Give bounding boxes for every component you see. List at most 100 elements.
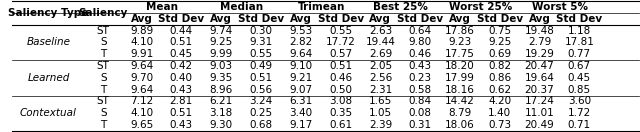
Text: 0.61: 0.61 (329, 120, 352, 130)
Text: 8.79: 8.79 (449, 108, 472, 118)
Text: 0.58: 0.58 (408, 85, 432, 95)
Text: 0.46: 0.46 (408, 49, 432, 59)
Text: 0.84: 0.84 (408, 96, 432, 106)
Text: 9.99: 9.99 (209, 49, 233, 59)
Text: 3.60: 3.60 (568, 96, 591, 106)
Text: 1.40: 1.40 (488, 108, 511, 118)
Text: 9.65: 9.65 (130, 120, 153, 130)
Text: Learned: Learned (28, 73, 70, 83)
Text: T: T (100, 49, 106, 59)
Text: T: T (100, 120, 106, 130)
Text: 9.64: 9.64 (289, 49, 312, 59)
Text: 0.25: 0.25 (250, 108, 273, 118)
Text: Mean: Mean (146, 2, 178, 12)
Text: 9.89: 9.89 (130, 26, 153, 36)
Text: 17.81: 17.81 (564, 37, 595, 47)
Text: 0.68: 0.68 (250, 120, 273, 130)
Text: 9.03: 9.03 (209, 61, 233, 71)
Text: ST: ST (97, 96, 109, 106)
Text: 0.71: 0.71 (568, 120, 591, 130)
Text: S: S (100, 108, 107, 118)
Text: 9.25: 9.25 (209, 37, 233, 47)
Text: Std Dev: Std Dev (238, 14, 284, 24)
Text: 0.43: 0.43 (170, 85, 193, 95)
Text: Avg: Avg (210, 14, 232, 24)
Text: 20.47: 20.47 (525, 61, 554, 71)
Text: Avg: Avg (529, 14, 550, 24)
Text: 9.23: 9.23 (449, 37, 472, 47)
Text: 0.30: 0.30 (250, 26, 273, 36)
Text: 9.53: 9.53 (289, 26, 312, 36)
Text: Saliency: Saliency (79, 8, 128, 18)
Text: 19.48: 19.48 (525, 26, 554, 36)
Text: 0.85: 0.85 (568, 85, 591, 95)
Text: 0.08: 0.08 (409, 108, 432, 118)
Text: 0.82: 0.82 (488, 61, 511, 71)
Text: Avg: Avg (449, 14, 471, 24)
Text: Contextual: Contextual (20, 108, 77, 118)
Text: 9.30: 9.30 (209, 120, 233, 130)
Text: 9.25: 9.25 (488, 37, 511, 47)
Text: 0.69: 0.69 (488, 49, 511, 59)
Text: 0.42: 0.42 (170, 61, 193, 71)
Text: 0.40: 0.40 (170, 73, 193, 83)
Text: 1.72: 1.72 (568, 108, 591, 118)
Text: 0.46: 0.46 (329, 73, 352, 83)
Text: 18.16: 18.16 (445, 85, 475, 95)
Text: 0.51: 0.51 (170, 37, 193, 47)
Text: 0.50: 0.50 (329, 85, 352, 95)
Text: 9.17: 9.17 (289, 120, 312, 130)
Text: 2.56: 2.56 (369, 73, 392, 83)
Text: 2.39: 2.39 (369, 120, 392, 130)
Text: 4.20: 4.20 (488, 96, 511, 106)
Text: 1.18: 1.18 (568, 26, 591, 36)
Text: 19.29: 19.29 (525, 49, 554, 59)
Text: ST: ST (97, 61, 109, 71)
Text: 0.43: 0.43 (408, 61, 432, 71)
Text: 18.06: 18.06 (445, 120, 475, 130)
Text: 3.18: 3.18 (209, 108, 233, 118)
Text: Avg: Avg (369, 14, 391, 24)
Text: 17.24: 17.24 (525, 96, 554, 106)
Text: 9.10: 9.10 (289, 61, 312, 71)
Text: 4.10: 4.10 (130, 37, 153, 47)
Text: Baseline: Baseline (26, 37, 70, 47)
Text: 2.31: 2.31 (369, 85, 392, 95)
Text: 0.62: 0.62 (488, 85, 511, 95)
Text: 0.45: 0.45 (568, 73, 591, 83)
Text: 9.35: 9.35 (209, 73, 233, 83)
Text: 0.75: 0.75 (488, 26, 511, 36)
Text: 0.86: 0.86 (488, 73, 511, 83)
Text: 0.44: 0.44 (170, 26, 193, 36)
Text: 0.77: 0.77 (568, 49, 591, 59)
Text: 2.05: 2.05 (369, 61, 392, 71)
Text: 9.64: 9.64 (130, 85, 153, 95)
Text: Std Dev: Std Dev (158, 14, 204, 24)
Text: 9.74: 9.74 (209, 26, 233, 36)
Text: 9.07: 9.07 (289, 85, 312, 95)
Text: 3.24: 3.24 (250, 96, 273, 106)
Text: Saliency Type: Saliency Type (8, 8, 88, 18)
Text: 0.55: 0.55 (329, 26, 352, 36)
Text: 3.40: 3.40 (289, 108, 312, 118)
Text: 9.31: 9.31 (250, 37, 273, 47)
Text: 6.21: 6.21 (209, 96, 233, 106)
Text: ST: ST (97, 26, 109, 36)
Text: 9.80: 9.80 (408, 37, 432, 47)
Text: 0.43: 0.43 (170, 120, 193, 130)
Text: 20.37: 20.37 (525, 85, 554, 95)
Text: Std Dev: Std Dev (397, 14, 444, 24)
Text: 9.70: 9.70 (130, 73, 153, 83)
Text: 19.44: 19.44 (365, 37, 396, 47)
Text: 0.51: 0.51 (170, 108, 193, 118)
Text: Median: Median (220, 2, 263, 12)
Text: 2.79: 2.79 (528, 37, 551, 47)
Text: 0.73: 0.73 (488, 120, 511, 130)
Text: 9.91: 9.91 (130, 49, 153, 59)
Text: 2.81: 2.81 (170, 96, 193, 106)
Text: Avg: Avg (131, 14, 152, 24)
Text: 0.51: 0.51 (250, 73, 273, 83)
Text: 11.01: 11.01 (525, 108, 554, 118)
Text: 1.05: 1.05 (369, 108, 392, 118)
Text: 1.65: 1.65 (369, 96, 392, 106)
